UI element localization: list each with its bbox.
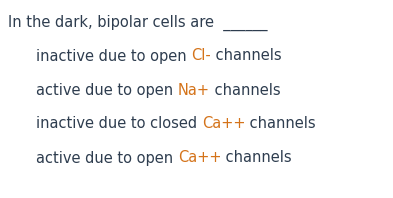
Text: Na+: Na+ [178,83,210,97]
Text: channels: channels [211,49,282,64]
Text: inactive due to closed: inactive due to closed [36,116,202,131]
Text: channels: channels [210,83,280,97]
Text: Ca++: Ca++ [202,116,245,131]
Text: Cl-: Cl- [191,49,211,64]
Text: Ca++: Ca++ [178,150,221,166]
Text: channels: channels [245,116,316,131]
Text: inactive due to open: inactive due to open [36,49,191,64]
Text: channels: channels [221,150,292,166]
Text: active due to open: active due to open [36,150,178,166]
Text: active due to open: active due to open [36,83,178,97]
Text: In the dark, bipolar cells are  ______: In the dark, bipolar cells are ______ [8,15,268,31]
